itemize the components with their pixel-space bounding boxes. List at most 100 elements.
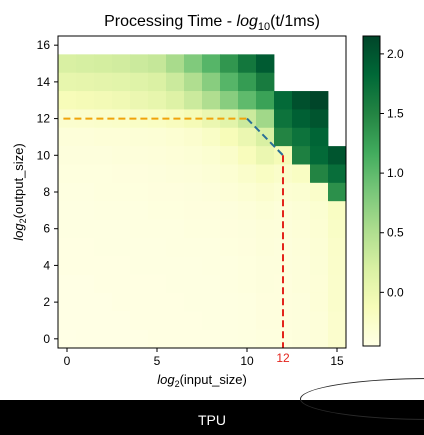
heatmap-cell [292, 91, 311, 110]
heatmap-cell [256, 256, 275, 275]
heatmap-cell [58, 72, 77, 92]
heatmap-cell [148, 127, 167, 147]
heatmap-cell [94, 201, 113, 220]
heatmap-cell [274, 127, 293, 147]
heatmap-cell [184, 72, 203, 92]
heatmap-cell [94, 219, 113, 239]
heatmap-cell [184, 182, 203, 202]
colorbar-tick-label: 1.5 [387, 107, 404, 121]
heatmap-cell [130, 164, 149, 184]
y-axis-label: log2(output_size) [11, 143, 28, 241]
heatmap-cell [220, 127, 239, 147]
heatmap-cell [166, 274, 185, 294]
heatmap-cell [58, 182, 77, 202]
heatmap-cell [58, 311, 77, 331]
heatmap-cell [112, 182, 131, 202]
heatmap-cell [166, 127, 185, 147]
heatmap-cell [112, 292, 131, 312]
heatmap-cell [94, 329, 113, 349]
y-axis-label-suffix: (output_size) [11, 143, 26, 218]
heatmap-cell [112, 54, 131, 74]
heatmap-cell [112, 72, 131, 92]
heatmap-cell [166, 72, 185, 92]
heatmap-cell [292, 127, 311, 147]
heatmap-cell [220, 164, 239, 184]
x-tick-label: 5 [154, 354, 161, 368]
y-tick-label: 12 [37, 112, 51, 126]
heatmap-cell [58, 237, 77, 257]
heatmap-cell [202, 329, 221, 349]
heatmap-cell [58, 164, 77, 184]
heatmap-cell [76, 237, 95, 257]
heatmap-cell [238, 91, 257, 110]
y-tick-label: 0 [43, 332, 50, 346]
heatmap-cell [310, 127, 329, 147]
heatmap-cell [202, 237, 221, 257]
heatmap-cell [148, 292, 167, 312]
heatmap-cell [292, 182, 311, 202]
heatmap-cell [130, 219, 149, 239]
heatmap-cell [112, 329, 131, 349]
chart-title: Processing Time - log10(t/1ms) [104, 13, 320, 33]
heatmap-cell [130, 91, 149, 110]
heatmap-cell [112, 219, 131, 239]
heatmap-cell [94, 256, 113, 275]
heatmap-cell [130, 274, 149, 294]
heatmap-cell [310, 311, 329, 331]
y-axis-ticks: 0 2 4 6 8 10 12 14 16 [37, 38, 58, 346]
heatmap-cell [220, 146, 239, 165]
y-tick-label: 6 [43, 222, 50, 236]
heatmap-cell [238, 219, 257, 239]
x-axis-label-suffix: (input_size) [180, 372, 247, 387]
y-axis-label-sub: 2 [18, 218, 28, 223]
heatmap-cell [166, 164, 185, 184]
heatmap-cell [220, 182, 239, 202]
chart-title-prefix: Processing Time - [104, 13, 236, 30]
heatmap-cell [166, 146, 185, 165]
heatmap-cell [256, 146, 275, 165]
heatmap-cell [238, 292, 257, 312]
heatmap-cell [256, 182, 275, 202]
chart-title-suffix: (t/1ms) [270, 13, 320, 30]
heatmap-cell [112, 146, 131, 165]
chart-title-sub: 10 [258, 21, 270, 33]
heatmap-cell [166, 219, 185, 239]
heatmap-cell [328, 237, 347, 257]
heatmap-cell [94, 274, 113, 294]
heatmap-cell [184, 329, 203, 349]
heatmap-cell [94, 292, 113, 312]
y-axis-label-log: log [11, 223, 26, 241]
heatmap-cell [310, 292, 329, 312]
heatmap-cell [238, 182, 257, 202]
heatmap-cell [148, 164, 167, 184]
heatmap-cell [94, 146, 113, 165]
heatmap-cell [292, 201, 311, 220]
heatmap-cell [130, 256, 149, 275]
heatmap-cell [292, 237, 311, 257]
heatmap-cell [166, 256, 185, 275]
heatmap-cell [166, 237, 185, 257]
heatmap-cell [76, 54, 95, 74]
heatmap-cell [76, 292, 95, 312]
heatmap-cell [292, 219, 311, 239]
heatmap-cell [76, 329, 95, 349]
heatmap-cell [202, 164, 221, 184]
heatmap-cell [112, 127, 131, 147]
colorbar-tick-label: 0.0 [387, 285, 404, 299]
heatmap-cell [184, 164, 203, 184]
heatmap-cell [76, 127, 95, 147]
heatmap-cell [202, 146, 221, 165]
heatmap-cell [148, 329, 167, 349]
heatmap-cell [220, 237, 239, 257]
heatmap-cell [112, 274, 131, 294]
heatmap-cell [256, 329, 275, 349]
chart-title-log: log [237, 13, 258, 30]
heatmap-cell [292, 329, 311, 349]
heatmap-cell [148, 274, 167, 294]
heatmap-cell [328, 164, 347, 184]
heatmap-cell [184, 292, 203, 312]
heatmap-cell [256, 72, 275, 92]
heatmap-cell [238, 311, 257, 331]
y-tick-label: 14 [37, 75, 51, 89]
footer-label: TPU [198, 412, 226, 428]
